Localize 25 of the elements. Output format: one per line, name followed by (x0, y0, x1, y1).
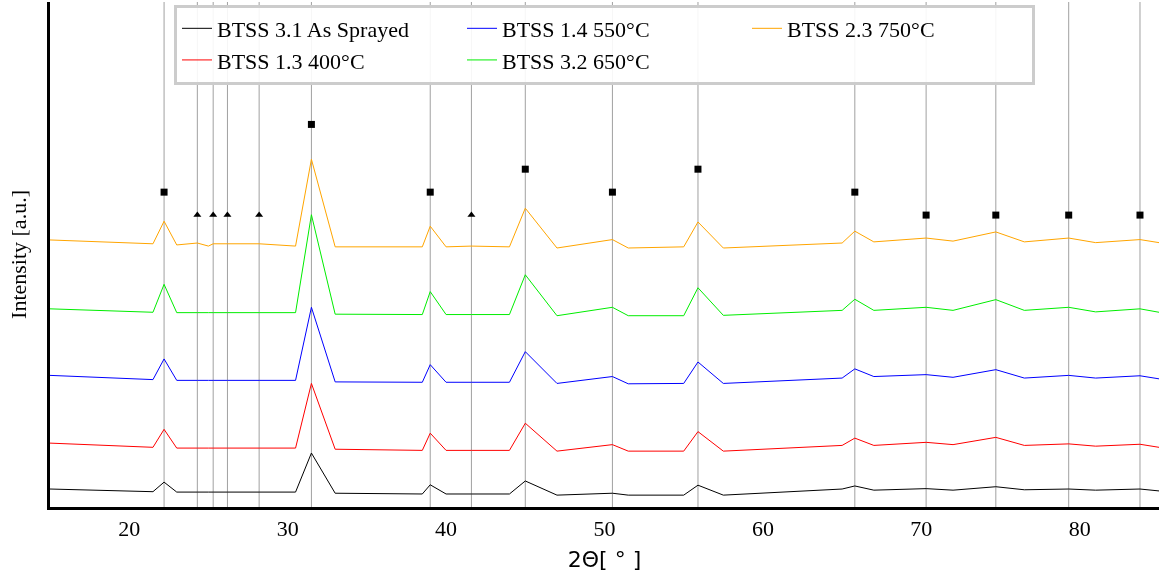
x-tick-label: 80 (1068, 516, 1091, 542)
legend-label: BTSS 2.3 750°C (787, 16, 935, 42)
x-tick-label: 30 (276, 516, 299, 542)
point (851, 188, 859, 196)
x-tick-label: 70 (910, 516, 933, 542)
x-tick-label: 50 (593, 516, 616, 542)
legend-label: BTSS 3.2 650°C (502, 48, 650, 74)
legend-label: BTSS 1.4 550°C (502, 16, 650, 42)
point (1065, 211, 1073, 219)
y-axis-title: Intensity [a.u.] (5, 190, 31, 319)
point (426, 188, 434, 196)
point (922, 211, 930, 219)
point (608, 188, 616, 196)
point (1136, 211, 1144, 219)
x-tick-label: 20 (118, 516, 141, 542)
point (992, 211, 1000, 219)
point (160, 188, 168, 196)
legend-label: BTSS 3.1 As Sprayed (217, 16, 409, 42)
x-tick-label: 40 (435, 516, 458, 542)
x-axis-title: 2Θ[ ° ] (567, 547, 642, 573)
point (521, 165, 529, 173)
legend-label: BTSS 1.3 400°C (217, 48, 365, 74)
x-tick-label: 60 (751, 516, 774, 542)
point (694, 165, 702, 173)
point (307, 120, 315, 128)
